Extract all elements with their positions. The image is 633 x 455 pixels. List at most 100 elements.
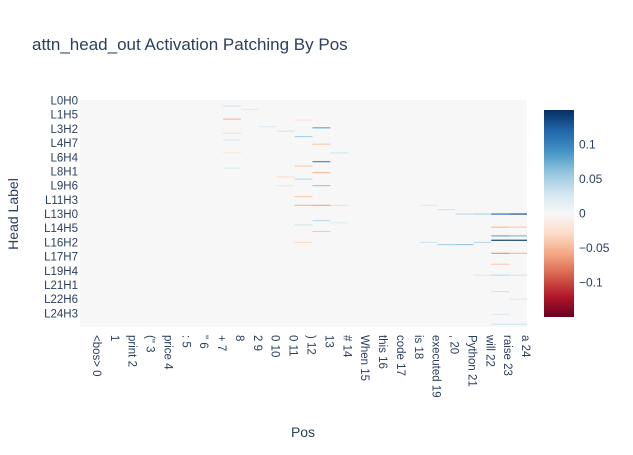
- chart-title: attn_head_out Activation Patching By Pos: [32, 35, 348, 54]
- heatmap-cell[interactable]: [509, 235, 527, 237]
- y-tick-label: L0H0: [51, 96, 79, 108]
- y-tick-label: L21H1: [44, 280, 78, 292]
- y-tick-label: L6H4: [51, 152, 79, 164]
- heatmap-cell[interactable]: [473, 274, 492, 276]
- heatmap-cell[interactable]: [223, 118, 241, 120]
- heatmap-cell[interactable]: [312, 161, 331, 163]
- x-tick-label: print 2: [126, 335, 138, 367]
- heatmap-cell[interactable]: [312, 172, 331, 174]
- colorbar-tick-label: 0: [579, 207, 586, 221]
- heatmap-cell[interactable]: [491, 290, 510, 293]
- heatmap-cell[interactable]: [509, 323, 527, 325]
- x-tick-label: (" 3: [144, 335, 156, 353]
- heatmap-cell[interactable]: [419, 204, 438, 206]
- heatmap-cell[interactable]: [509, 252, 527, 254]
- x-tick-label: raise 23: [501, 335, 513, 376]
- x-tick-label: : 5: [179, 335, 191, 348]
- heatmap-cell[interactable]: [509, 274, 527, 276]
- heatmap-cell[interactable]: [473, 241, 492, 243]
- y-tick-label: L14H5: [44, 223, 78, 235]
- x-tick-label: 13: [322, 335, 334, 348]
- heatmap-cell[interactable]: [437, 244, 456, 246]
- y-tick-label: L8H1: [51, 166, 79, 178]
- heatmap-cell[interactable]: [437, 209, 456, 211]
- heatmap-cell[interactable]: [223, 139, 241, 141]
- x-tick-label: executed 19: [430, 335, 442, 398]
- x-tick-label: price 4: [161, 335, 173, 370]
- heatmap-cell[interactable]: [491, 263, 510, 265]
- heatmap-cell[interactable]: [491, 239, 510, 241]
- y-tick-label: L19H4: [44, 266, 78, 278]
- heatmap-cell[interactable]: [491, 252, 510, 254]
- y-tick-label: L4H7: [51, 138, 79, 150]
- heatmap-cell[interactable]: [509, 226, 527, 228]
- x-tick-label: <bos> 0: [90, 335, 102, 377]
- x-tick-label: code 17: [394, 335, 406, 376]
- x-tick-label: 0 11: [287, 335, 299, 357]
- heatmap-cell[interactable]: [491, 226, 510, 228]
- heatmap-cell[interactable]: [240, 108, 259, 110]
- x-axis: <bos> 0 1 print 2 (" 3 price 4: 5 " 6 + 7 8 2 9 0…: [90, 334, 531, 398]
- colorbar-tick-label: −0.1: [579, 276, 603, 290]
- heatmap-cell[interactable]: [312, 143, 331, 145]
- heatmap-cell[interactable]: [294, 165, 313, 167]
- heatmap-cell[interactable]: [509, 239, 527, 241]
- heatmap-cell[interactable]: [223, 105, 241, 107]
- x-tick-label: is 18: [412, 335, 424, 359]
- x-tick-label: Python 21: [465, 335, 477, 387]
- heatmap-cell[interactable]: [258, 126, 277, 128]
- y-tick-label: L13H0: [44, 209, 78, 221]
- colorbar-tick-label: 0.1: [579, 138, 596, 152]
- x-tick-label: 2 9: [251, 335, 263, 351]
- heatmap-cell[interactable]: [294, 119, 313, 121]
- heatmap-cell[interactable]: [312, 127, 331, 129]
- heatmap-cell[interactable]: [491, 323, 510, 325]
- x-tick-label: + 7: [215, 335, 227, 351]
- heatmap-cell[interactable]: [312, 230, 331, 233]
- heatmap-cell[interactable]: [509, 298, 527, 300]
- heatmap-cell[interactable]: [223, 167, 241, 169]
- heatmap-cell[interactable]: [455, 213, 474, 215]
- heatmap-cell[interactable]: [419, 241, 438, 243]
- x-tick-label: 0 10: [269, 335, 281, 357]
- heatmap-cell[interactable]: [509, 213, 527, 215]
- heatmap-cell[interactable]: [330, 152, 349, 154]
- x-tick-label: , 20: [448, 335, 460, 354]
- heatmap-cell[interactable]: [294, 136, 313, 138]
- y-tick-label: L3H2: [51, 124, 79, 136]
- y-tick-label: L17H7: [44, 252, 78, 264]
- x-tick-label: will 22: [483, 334, 495, 367]
- colorbar-tick-label: 0.05: [579, 172, 603, 186]
- heatmap-cell[interactable]: [276, 130, 295, 132]
- heatmap-cell[interactable]: [294, 204, 313, 206]
- plot-area[interactable]: [80, 100, 527, 327]
- y-axis-title: Head Label: [5, 178, 21, 250]
- heatmap-cell[interactable]: [276, 176, 295, 178]
- y-tick-label: L16H2: [44, 237, 78, 249]
- heatmap-background: [80, 100, 527, 327]
- heatmap-cell[interactable]: [491, 213, 510, 215]
- heatmap-cell[interactable]: [491, 274, 510, 276]
- heatmap-cell[interactable]: [455, 244, 474, 246]
- heatmap-cell[interactable]: [312, 220, 331, 222]
- heatmap-cell[interactable]: [312, 204, 331, 206]
- heatmap-cell[interactable]: [294, 196, 313, 198]
- y-tick-label: L9H6: [51, 181, 79, 193]
- heatmap-cell[interactable]: [294, 224, 313, 226]
- heatmap-cell[interactable]: [223, 152, 241, 154]
- heatmap-cell[interactable]: [312, 185, 331, 187]
- heatmap-cell[interactable]: [491, 313, 510, 315]
- y-tick-label: L22H6: [44, 294, 78, 306]
- heatmap-cell[interactable]: [294, 178, 313, 180]
- heatmap-cell[interactable]: [223, 132, 241, 134]
- heatmap-cell[interactable]: [276, 185, 295, 187]
- heatmap-cell[interactable]: [330, 204, 349, 206]
- x-tick-label: ) 12: [305, 335, 317, 355]
- heatmap-cell[interactable]: [473, 213, 492, 215]
- heatmap-cell[interactable]: [294, 241, 313, 243]
- x-tick-label: 1: [108, 335, 120, 341]
- heatmap-cell[interactable]: [491, 235, 510, 237]
- heatmap-cell[interactable]: [330, 222, 349, 224]
- y-tick-label: L24H3: [44, 308, 78, 320]
